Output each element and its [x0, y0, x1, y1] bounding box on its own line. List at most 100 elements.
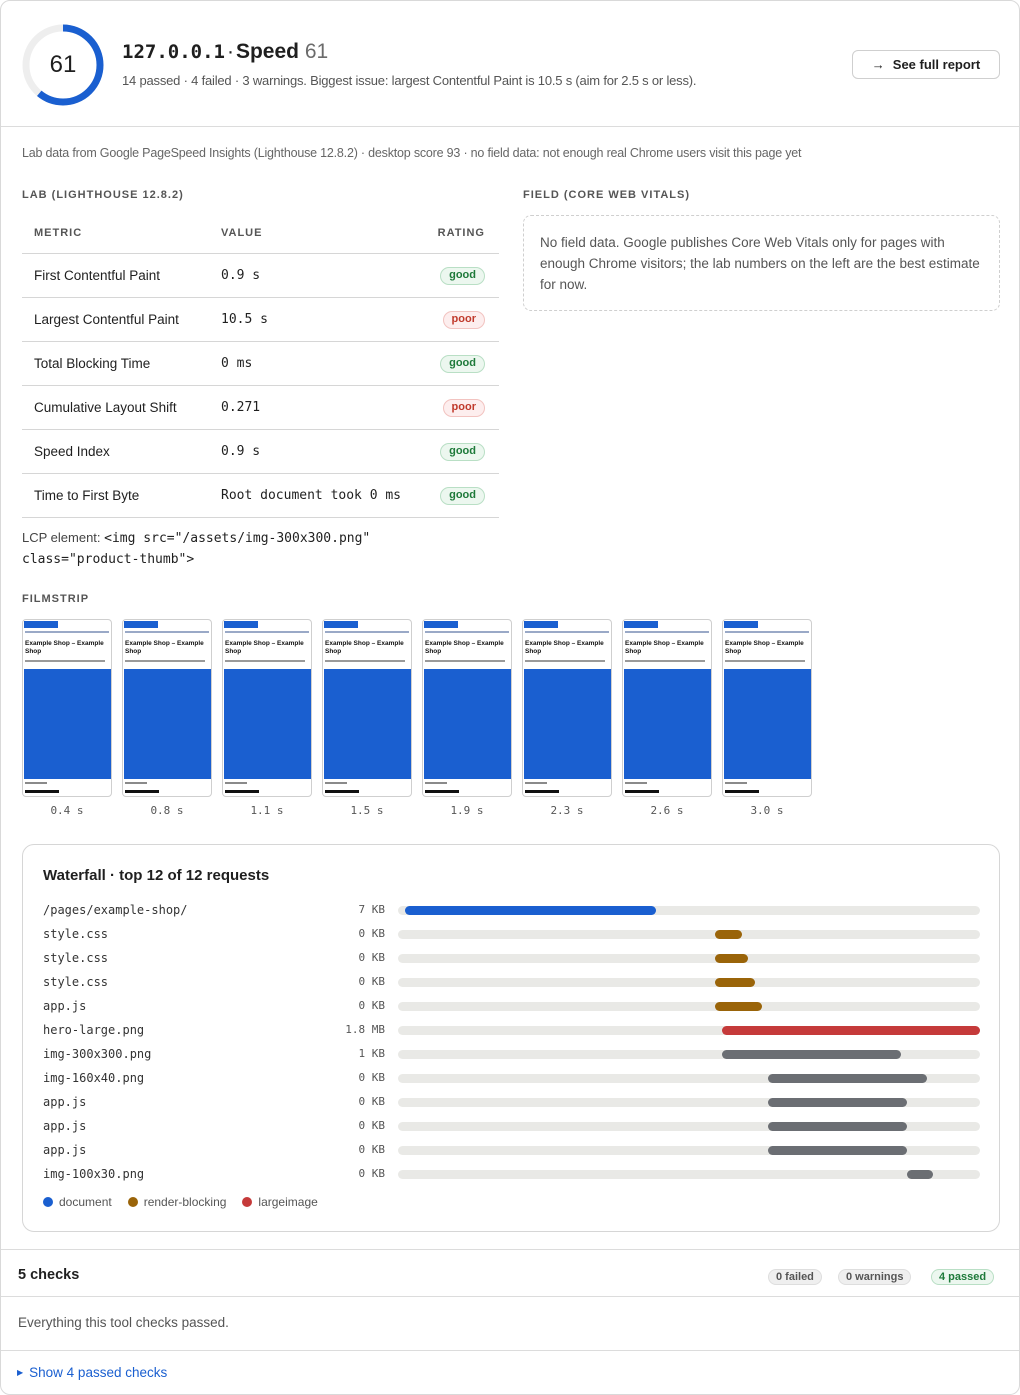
host-name: 127.0.0.1 [122, 41, 225, 63]
legend-item: largeimage [242, 1195, 318, 1209]
failed-count-badge: 0 failed [768, 1269, 822, 1285]
frame-topbar [324, 621, 358, 628]
frame-hero-image [24, 669, 111, 779]
waterfall-row: app.js 0 KB [23, 1138, 999, 1162]
metric-value: 0.271 [209, 385, 423, 430]
frame-title: Example Shop – Example Shop [625, 640, 704, 655]
request-bar [768, 1146, 907, 1155]
metric-row: Total Blocking Time 0 ms good [22, 341, 499, 386]
checks-message: Everything this tool checks passed. [18, 1315, 229, 1330]
lcp-label: LCP element: [22, 530, 101, 545]
frame-footer-line [125, 782, 147, 784]
frame-title: Example Shop – Example Shop [125, 640, 204, 655]
frame-topbar [524, 621, 558, 628]
rating-badge: good [440, 442, 485, 461]
frame-time: 1.9 s [450, 804, 484, 817]
see-full-report-label: See full report [892, 57, 981, 72]
rating-badge: poor [442, 398, 485, 417]
filmstrip-frame: Example Shop – Example Shop [722, 619, 812, 797]
frame-hero-image [424, 669, 511, 779]
request-bar [722, 1026, 980, 1035]
waterfall-row: style.css 0 KB [23, 946, 999, 970]
filmstrip-frame: Example Shop – Example Shop [322, 619, 412, 797]
column-header-rating: RATING [422, 213, 499, 254]
triangle-right-icon: ▶ [17, 1368, 24, 1377]
metric-name: First Contentful Paint [22, 253, 209, 298]
score-gauge [22, 24, 104, 106]
frame-footer-line [25, 782, 47, 784]
see-full-report-button[interactable]: → See full report [852, 50, 1000, 79]
rating-badge: good [440, 266, 485, 285]
frame-nav [25, 631, 109, 633]
waterfall-row: img-300x300.png 1 KB [23, 1042, 999, 1066]
filmstrip-frame: Example Shop – Example Shop [422, 619, 512, 797]
legend-item: document [43, 1195, 112, 1209]
table-header-row: METRIC VALUE RATING [22, 213, 499, 254]
lcp-code-line-2: class="product-thumb"> [22, 552, 195, 567]
frame-hero-image [224, 669, 311, 779]
metric-row: Speed Index 0.9 s good [22, 429, 499, 474]
request-track [398, 1026, 980, 1035]
frame-subtitle [525, 660, 605, 662]
metric-value: 10.5 s [209, 297, 423, 342]
show-passed-link[interactable]: ▶ Show 4 passed checks [17, 1365, 167, 1380]
legend-item: render-blocking [127, 1195, 226, 1209]
frame-footer-text [325, 790, 359, 793]
frame-subtitle [225, 660, 305, 662]
legend-dot-icon [43, 1197, 53, 1207]
metric-name: Speed Index [22, 429, 209, 474]
frame-footer-line [425, 782, 447, 784]
show-passed-toggle[interactable]: ▶ Show 4 passed checks [1, 1350, 1019, 1394]
waterfall-row: app.js 0 KB [23, 994, 999, 1018]
checks-header: 5 checks 0 failed 0 warnings 4 passed [1, 1249, 1019, 1297]
request-track [398, 1050, 980, 1059]
request-track [398, 1170, 980, 1179]
request-size: 1.8 MB [345, 1023, 385, 1036]
waterfall-row: app.js 0 KB [23, 1114, 999, 1138]
frame-topbar [24, 621, 58, 628]
request-name: app.js [43, 1119, 87, 1133]
legend-dot-icon [242, 1197, 253, 1207]
frame-nav [125, 631, 209, 633]
frame-title: Example Shop – Example Shop [525, 640, 604, 655]
request-bar [715, 930, 742, 939]
filmstrip-label: FILMSTRIP [22, 593, 90, 605]
frame-time: 3.0 s [750, 804, 784, 817]
frame-hero-image [124, 669, 211, 779]
request-size: 1 KB [358, 1047, 386, 1060]
summary-text: 14 passed · 4 failed · 3 warnings. Bigge… [122, 73, 697, 88]
request-size: 0 KB [358, 999, 386, 1012]
request-size: 0 KB [358, 1167, 386, 1180]
legend-label: largeimage [258, 1195, 318, 1209]
title-separator: · [226, 40, 234, 63]
filmstrip-frame: Example Shop – Example Shop [122, 619, 212, 797]
request-bar [768, 1074, 927, 1083]
request-size: 0 KB [358, 975, 386, 988]
legend-label: document [59, 1195, 112, 1209]
request-name: style.css [43, 975, 109, 989]
frame-topbar [724, 621, 758, 628]
waterfall-row: img-160x40.png 0 KB [23, 1066, 999, 1090]
show-passed-label: Show 4 passed checks [29, 1365, 168, 1380]
metric-row: Time to First Byte Root document took 0 m… [22, 473, 499, 518]
field-data-box: No field data. Google publishes Core Web… [523, 215, 1000, 311]
request-track [398, 978, 980, 987]
frame-title: Example Shop – Example Shop [325, 640, 404, 655]
frame-subtitle [725, 660, 805, 662]
request-name: img-160x40.png [43, 1071, 145, 1085]
frame-subtitle [25, 660, 105, 662]
request-track [398, 1098, 980, 1107]
request-track [398, 906, 980, 915]
metric-value: 0.9 s [209, 429, 423, 474]
metric-row: First Contentful Paint 0.9 s good [22, 253, 499, 298]
arrow-right-icon: → [871, 57, 885, 72]
waterfall-row: /pages/example-shop/7 KB [23, 898, 999, 922]
column-header-value: VALUE [209, 213, 423, 254]
frame-topbar [424, 621, 458, 628]
request-bar [715, 978, 755, 987]
frame-footer-line [225, 782, 247, 784]
waterfall-title: Waterfall · top 12 of 12 requests [43, 867, 270, 884]
request-name: img-100x30.png [43, 1167, 145, 1181]
title-score: 61 [304, 40, 329, 63]
